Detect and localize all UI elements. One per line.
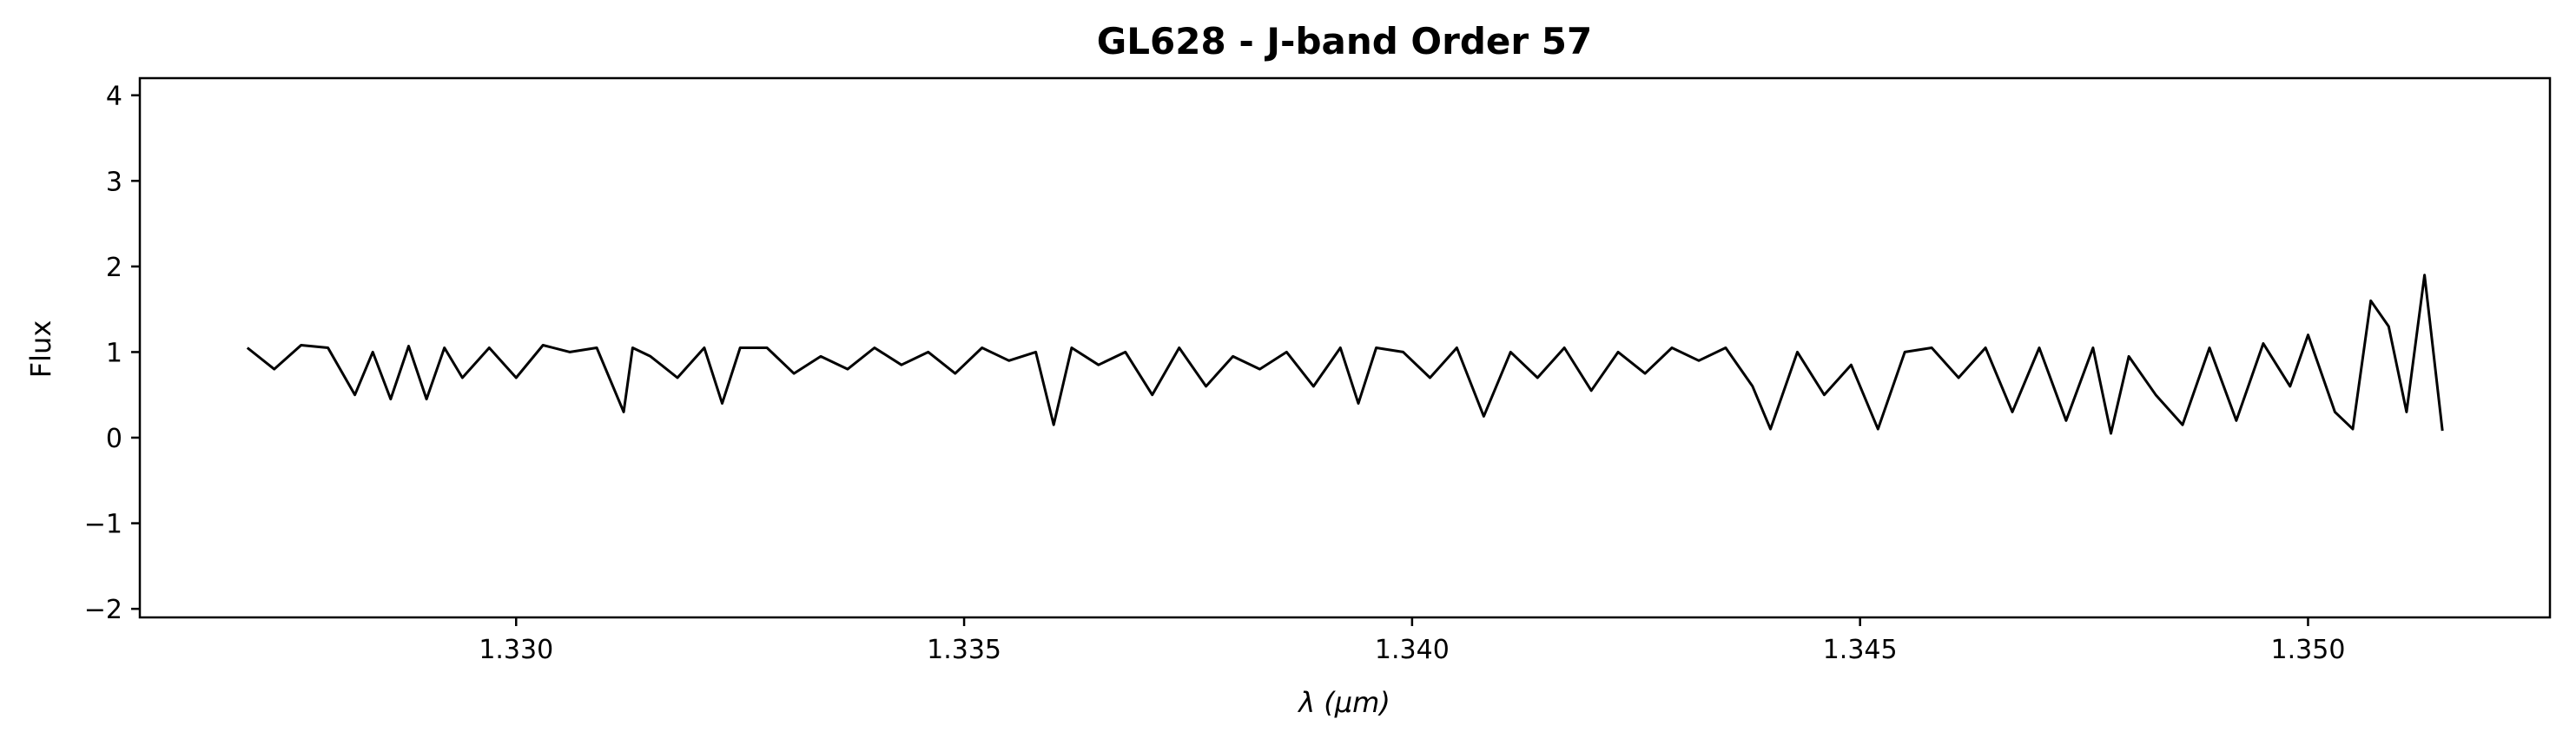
- y-tick-label: −2: [84, 595, 122, 625]
- chart-title: GL628 - J-band Order 57: [1097, 20, 1592, 63]
- y-axis-ticks: −2 −1 0 1 2 3 4: [84, 82, 140, 625]
- y-tick-label: 4: [106, 82, 122, 112]
- x-tick-label: 1.350: [2271, 635, 2346, 665]
- x-tick-label: 1.330: [479, 635, 553, 665]
- x-tick-label: 1.340: [1375, 635, 1450, 665]
- x-axis-ticks: 1.330 1.335 1.340 1.345 1.350: [479, 617, 2345, 665]
- y-tick-label: −1: [84, 510, 122, 540]
- x-tick-label: 1.345: [1823, 635, 1898, 665]
- y-axis-label: Flux: [24, 320, 57, 379]
- x-axis-label: λ (μm): [1297, 686, 1390, 719]
- y-tick-label: 1: [106, 338, 122, 368]
- y-tick-label: 2: [106, 253, 122, 283]
- y-tick-label: 0: [106, 424, 122, 454]
- axes-frame: [138, 76, 2552, 619]
- x-tick-label: 1.335: [927, 635, 1001, 665]
- plot-area: [246, 274, 2444, 435]
- spectrum-line-0: [246, 274, 2444, 435]
- y-tick-label: 3: [106, 167, 122, 197]
